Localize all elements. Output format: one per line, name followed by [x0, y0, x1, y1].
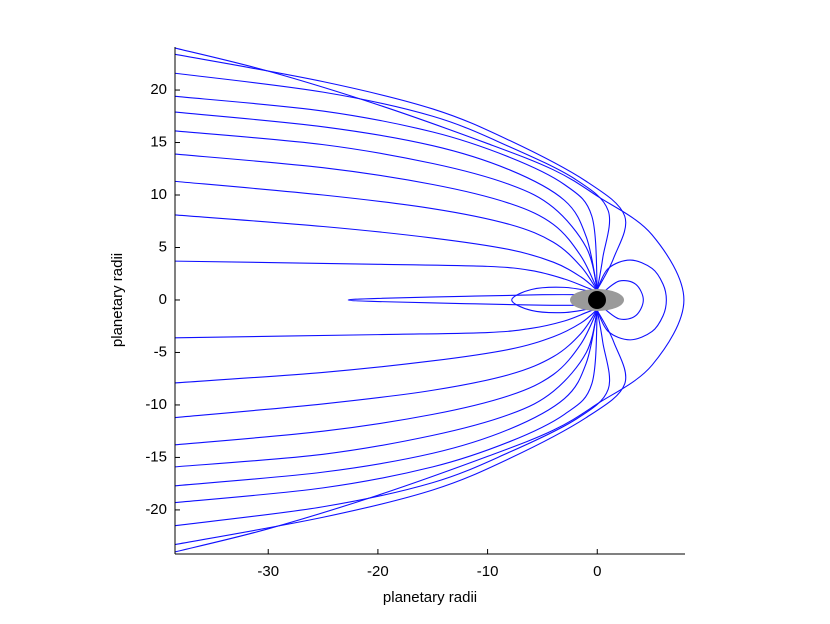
x-tick-label: 0: [593, 563, 601, 580]
x-tick-label: -10: [477, 563, 499, 580]
field-line: [175, 153, 598, 290]
field-line: [175, 310, 598, 504]
field-line: [175, 310, 598, 446]
field-line: [602, 279, 644, 320]
field-line: [511, 286, 592, 314]
field-line: [175, 72, 611, 290]
field-line: [596, 259, 667, 341]
y-tick-label: -5: [154, 343, 167, 360]
field-line: [175, 214, 598, 291]
plot-area: [175, 47, 685, 553]
field-line: [175, 53, 627, 290]
field-line: [175, 310, 598, 468]
field-line: [175, 310, 627, 546]
field-line: [175, 180, 598, 291]
field-line: [175, 47, 685, 553]
y-tick-label: -20: [145, 501, 167, 518]
field-line: [175, 310, 598, 487]
y-tick-label: 10: [150, 186, 167, 203]
field-line: [175, 307, 598, 339]
y-tick-label: 5: [159, 238, 167, 255]
field-line: [347, 294, 592, 306]
planet: [588, 291, 606, 309]
x-axis-label: planetary radii: [383, 589, 477, 606]
y-tick-label: -15: [145, 448, 167, 465]
x-tick-label: -30: [257, 563, 279, 580]
field-line: [175, 130, 598, 290]
field-line: [175, 260, 598, 293]
y-tick-label: 15: [150, 133, 167, 150]
field-line: [175, 309, 598, 419]
y-axis-label: planetary radii: [109, 253, 126, 347]
field-line: [175, 308, 598, 384]
field-line: [175, 310, 611, 527]
y-tick-label: 20: [150, 81, 167, 98]
y-tick-label: -10: [145, 396, 167, 413]
y-tick-label: 0: [159, 291, 167, 308]
x-tick-label: -20: [367, 563, 389, 580]
field-line: [175, 95, 598, 290]
field-line: [175, 111, 598, 290]
